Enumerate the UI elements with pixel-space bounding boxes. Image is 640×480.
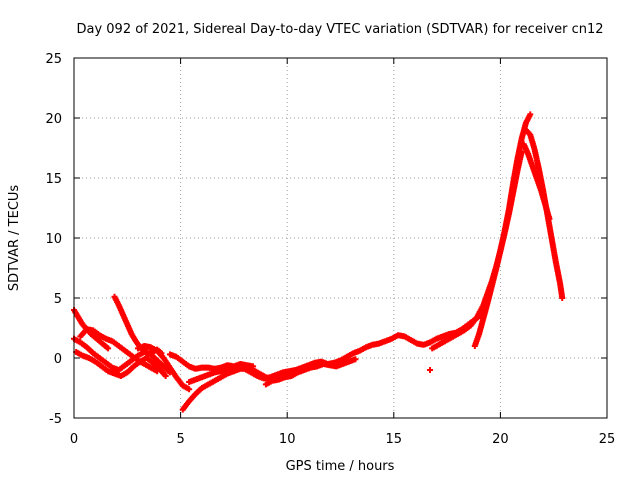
chart-title: Day 092 of 2021, Sidereal Day-to-day VTE… bbox=[76, 22, 603, 37]
data-point bbox=[105, 345, 112, 352]
y-tick-label: 20 bbox=[45, 112, 62, 127]
series-arc-d bbox=[77, 326, 161, 375]
series-arc-l bbox=[427, 367, 434, 373]
series-arc-g bbox=[166, 351, 257, 372]
data-point bbox=[527, 111, 534, 118]
series-arc-n bbox=[471, 148, 525, 349]
data-point bbox=[186, 386, 193, 393]
data-point bbox=[154, 368, 161, 375]
series-arc-f bbox=[134, 343, 193, 393]
series-arc-o bbox=[522, 127, 566, 301]
data-point bbox=[427, 367, 434, 373]
data-point bbox=[559, 295, 566, 301]
data-point bbox=[162, 373, 169, 379]
series-arc-i bbox=[186, 363, 250, 385]
series-arc-p bbox=[520, 141, 553, 222]
x-tick-label: 10 bbox=[279, 432, 296, 447]
y-tick-label: -5 bbox=[49, 412, 62, 427]
y-tick-label: 5 bbox=[54, 292, 62, 307]
x-axis-label: GPS time / hours bbox=[286, 459, 395, 474]
x-tick-label: 15 bbox=[386, 432, 403, 447]
y-tick-label: 10 bbox=[45, 232, 62, 247]
axis-ticks: 0 5 10 15 20 25 -5 0 5 10 15 20 25 bbox=[45, 52, 615, 447]
series-arc-k bbox=[262, 356, 359, 388]
data-point bbox=[352, 356, 359, 363]
data-point bbox=[546, 215, 553, 222]
y-tick-label: 15 bbox=[45, 172, 62, 187]
y-axis-label: SDTVAR / TECUs bbox=[7, 185, 22, 292]
series-arc-j bbox=[241, 311, 485, 382]
data-points bbox=[71, 111, 566, 413]
y-tick-label: 25 bbox=[45, 52, 62, 67]
x-tick-label: 25 bbox=[599, 432, 616, 447]
x-tick-label: 0 bbox=[70, 432, 78, 447]
y-tick-label: 0 bbox=[54, 352, 62, 367]
x-tick-label: 20 bbox=[492, 432, 509, 447]
x-tick-label: 5 bbox=[176, 432, 184, 447]
